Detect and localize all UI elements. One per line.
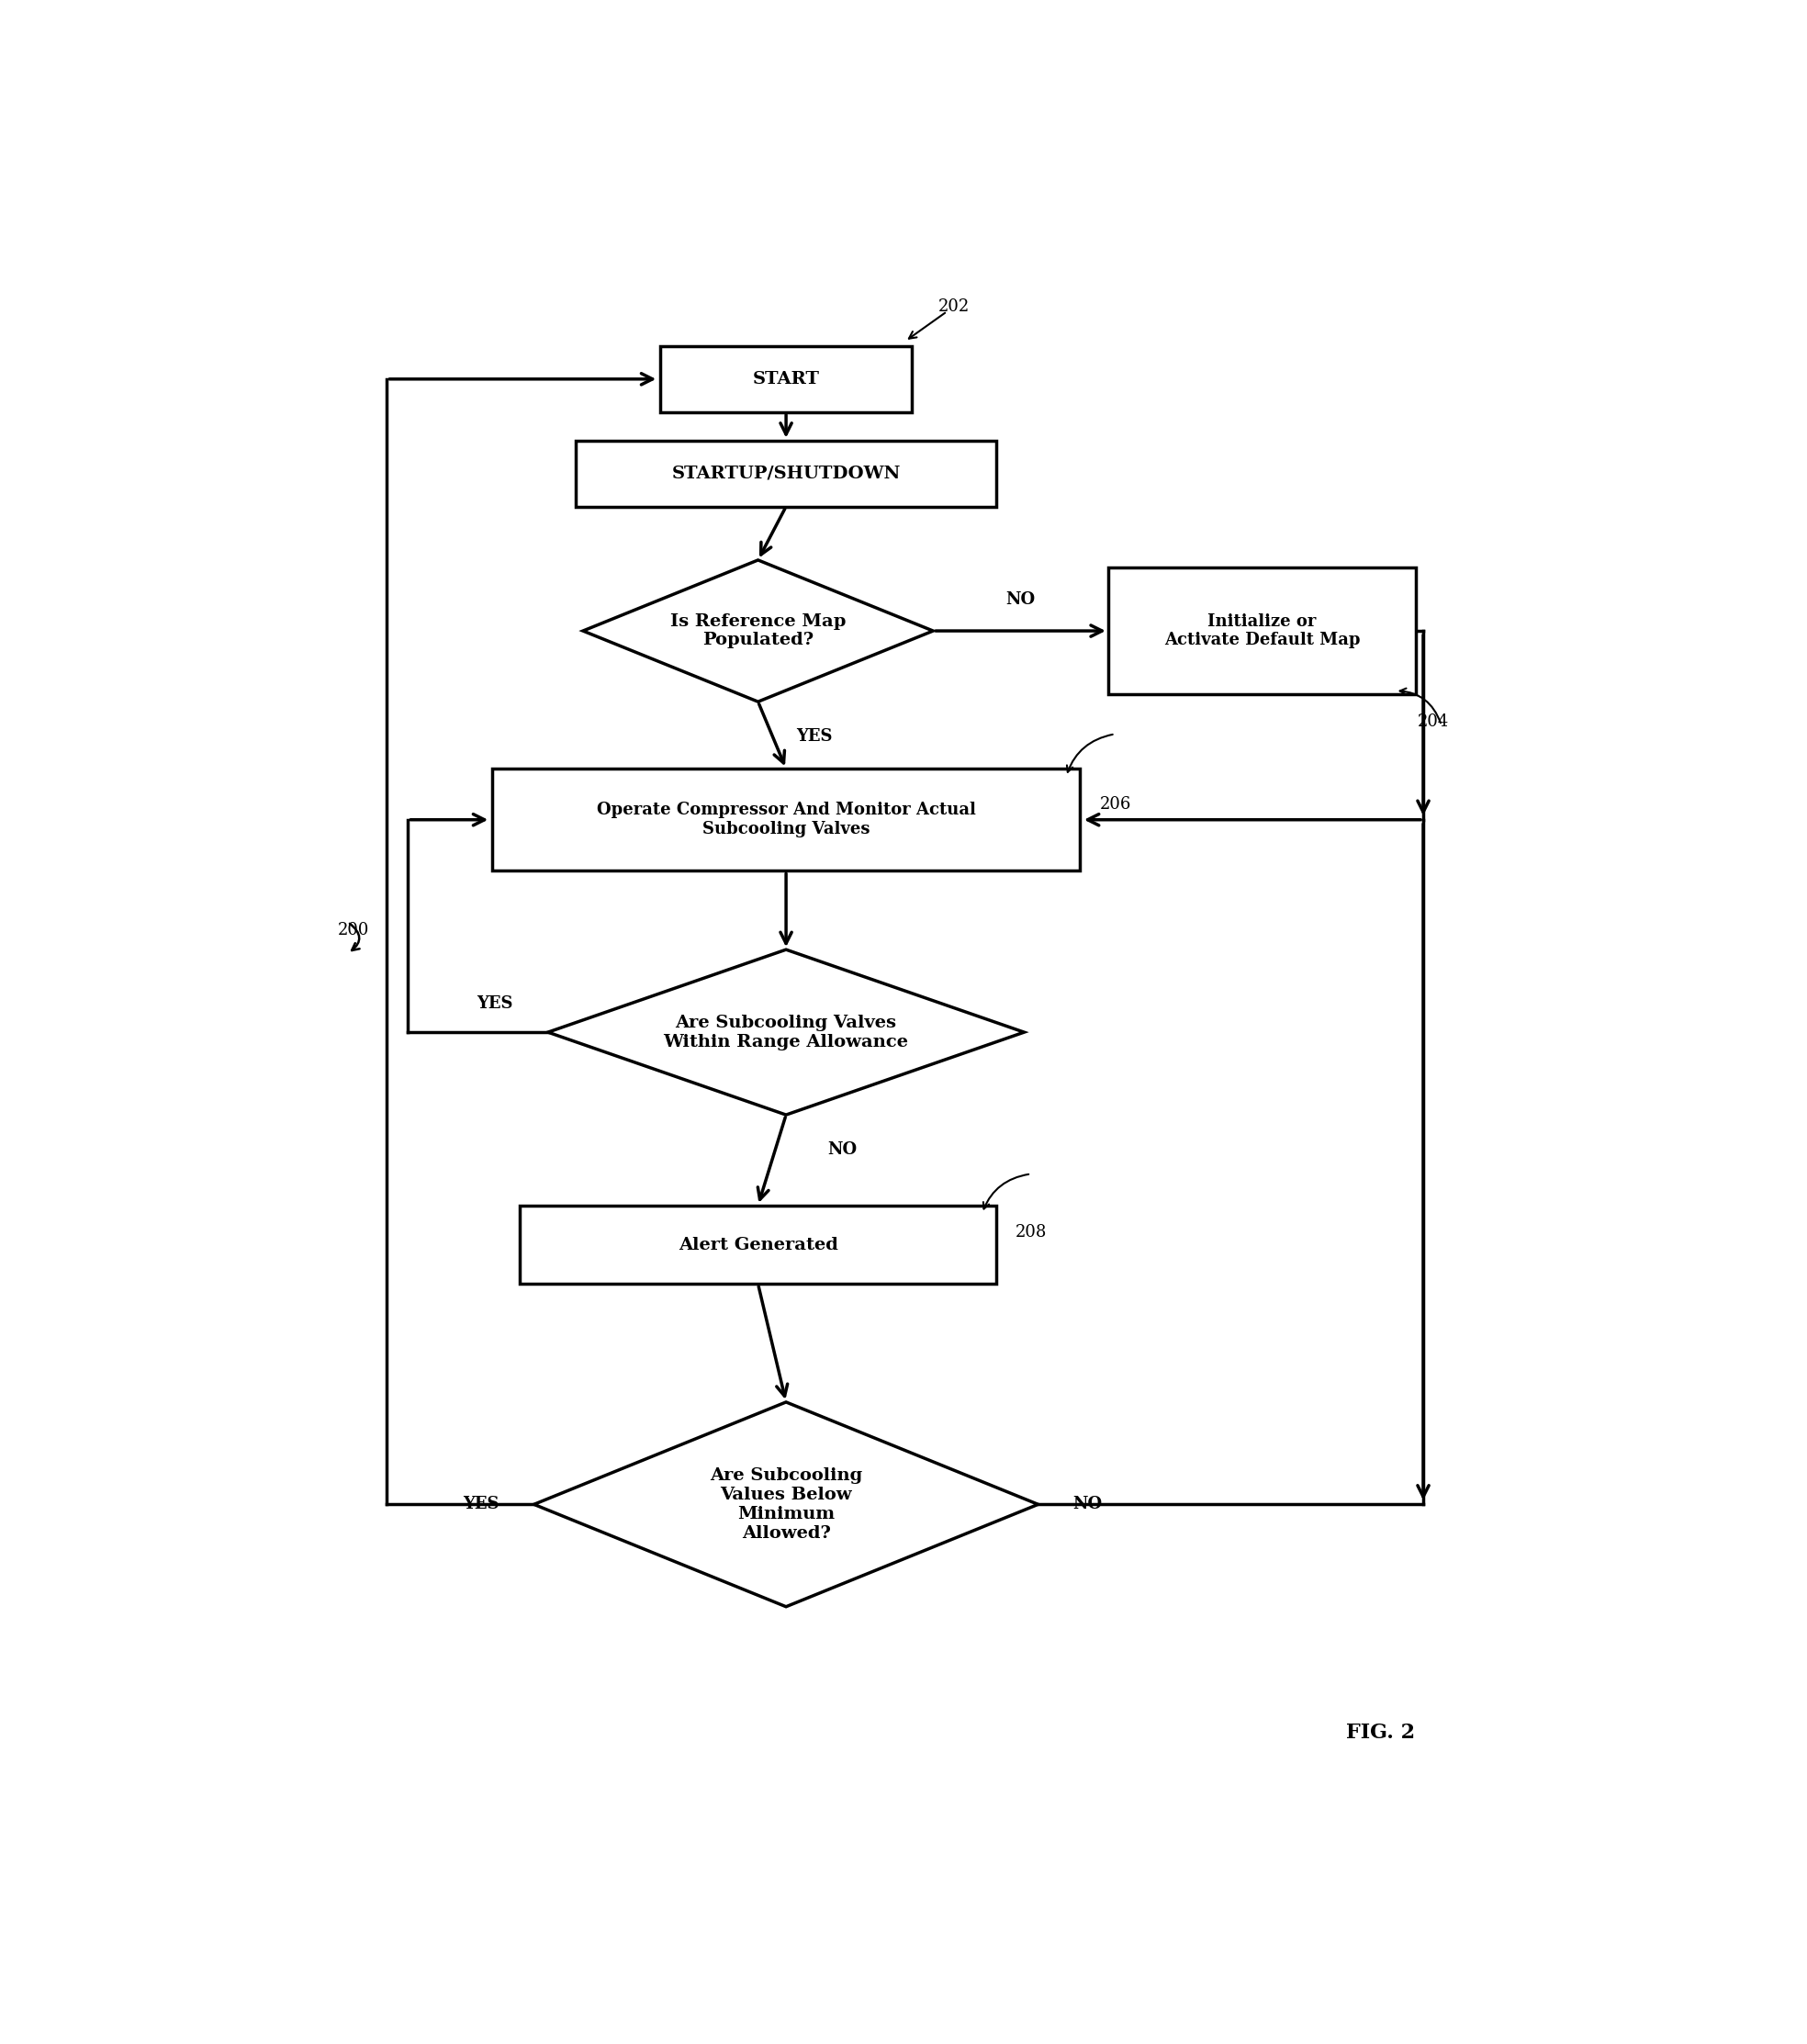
Text: START: START xyxy=(752,370,820,386)
Text: 208: 208 xyxy=(1016,1224,1046,1241)
Text: Alert Generated: Alert Generated xyxy=(678,1237,838,1253)
Text: NO: NO xyxy=(1073,1496,1102,1513)
Text: Are Subcooling Valves
Within Range Allowance: Are Subcooling Valves Within Range Allow… xyxy=(663,1014,909,1051)
Text: YES: YES xyxy=(795,728,833,744)
Text: STARTUP/SHUTDOWN: STARTUP/SHUTDOWN xyxy=(672,466,900,482)
Text: 206: 206 xyxy=(1099,795,1131,811)
Text: Initialize or
Activate Default Map: Initialize or Activate Default Map xyxy=(1164,613,1361,648)
Text: Is Reference Map
Populated?: Is Reference Map Populated? xyxy=(670,613,846,648)
Polygon shape xyxy=(548,950,1025,1114)
Text: 202: 202 xyxy=(938,298,970,315)
Bar xyxy=(520,1206,996,1284)
Text: Operate Compressor And Monitor Actual
Subcooling Valves: Operate Compressor And Monitor Actual Su… xyxy=(596,801,976,838)
Text: YES: YES xyxy=(463,1496,499,1513)
Text: 200: 200 xyxy=(338,922,369,938)
Text: Are Subcooling
Values Below
Minimum
Allowed?: Are Subcooling Values Below Minimum Allo… xyxy=(710,1468,862,1541)
Polygon shape xyxy=(584,560,932,701)
Bar xyxy=(1108,568,1417,693)
Text: YES: YES xyxy=(477,995,513,1012)
Text: FIG. 2: FIG. 2 xyxy=(1346,1723,1415,1744)
Bar xyxy=(576,439,996,507)
Polygon shape xyxy=(535,1402,1037,1607)
Bar xyxy=(660,345,913,413)
Text: NO: NO xyxy=(828,1141,857,1157)
Text: 204: 204 xyxy=(1417,713,1449,730)
Bar xyxy=(492,769,1081,871)
Text: NO: NO xyxy=(1006,591,1035,607)
